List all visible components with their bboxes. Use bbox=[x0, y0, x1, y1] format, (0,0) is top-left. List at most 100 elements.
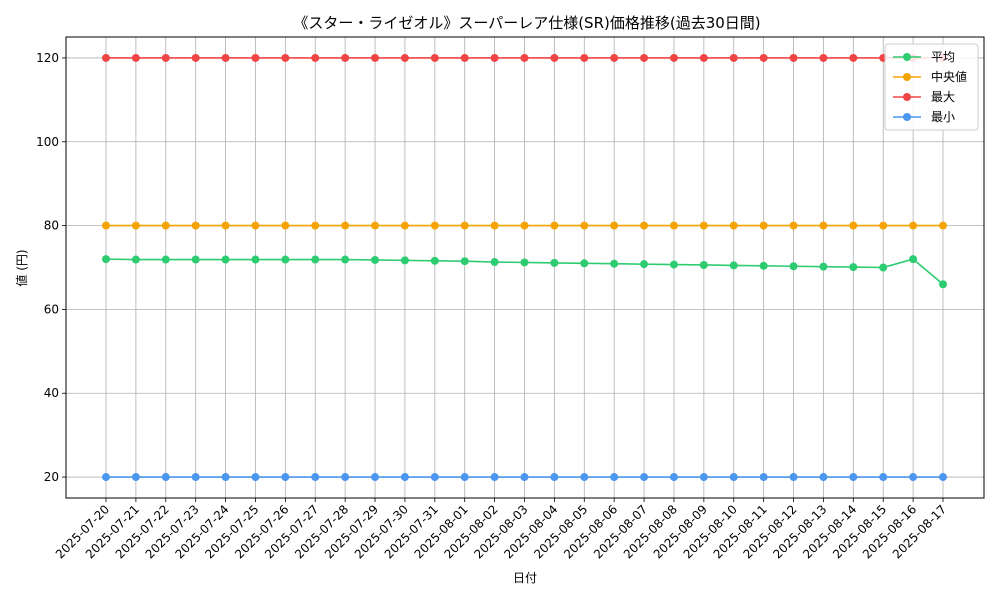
data-point bbox=[281, 255, 290, 264]
data-point bbox=[909, 473, 918, 482]
legend-swatch-marker bbox=[903, 93, 911, 101]
data-point bbox=[819, 473, 828, 482]
data-point bbox=[759, 473, 768, 482]
data-point bbox=[430, 256, 439, 265]
data-point bbox=[371, 473, 380, 482]
data-point bbox=[460, 53, 469, 62]
data-point bbox=[281, 53, 290, 62]
data-point bbox=[909, 255, 918, 264]
data-point bbox=[400, 473, 409, 482]
y-tick-label: 40 bbox=[44, 386, 59, 400]
data-point bbox=[102, 473, 110, 482]
y-tick-label: 100 bbox=[36, 135, 59, 149]
data-point bbox=[341, 53, 350, 62]
data-point bbox=[251, 53, 260, 62]
data-point bbox=[939, 473, 947, 482]
data-point bbox=[102, 221, 110, 230]
data-point bbox=[311, 221, 320, 230]
data-point bbox=[849, 221, 858, 230]
data-point bbox=[879, 473, 888, 482]
data-point bbox=[729, 261, 738, 270]
data-point bbox=[191, 53, 200, 62]
data-point bbox=[490, 473, 499, 482]
y-tick-label: 120 bbox=[36, 51, 59, 65]
data-point bbox=[400, 221, 409, 230]
data-point bbox=[669, 221, 678, 230]
data-point bbox=[699, 53, 708, 62]
data-point bbox=[729, 473, 738, 482]
data-point bbox=[490, 258, 499, 267]
data-point bbox=[251, 221, 260, 230]
data-point bbox=[311, 255, 320, 264]
data-point bbox=[699, 473, 708, 482]
y-tick-label: 20 bbox=[44, 470, 59, 484]
data-point bbox=[550, 258, 559, 267]
legend-swatch-marker bbox=[903, 113, 911, 121]
data-point bbox=[520, 53, 529, 62]
y-tick-label: 80 bbox=[44, 219, 59, 233]
data-point bbox=[819, 221, 828, 230]
data-point bbox=[460, 257, 469, 266]
data-point bbox=[580, 53, 589, 62]
data-point bbox=[610, 259, 619, 268]
data-point bbox=[400, 53, 409, 62]
data-point bbox=[131, 221, 140, 230]
data-point bbox=[221, 255, 230, 264]
data-point bbox=[610, 473, 619, 482]
data-point bbox=[789, 53, 798, 62]
data-point bbox=[640, 260, 649, 269]
data-point bbox=[520, 258, 529, 267]
data-point bbox=[580, 259, 589, 268]
data-point bbox=[789, 262, 798, 271]
data-point bbox=[669, 53, 678, 62]
data-point bbox=[460, 221, 469, 230]
legend-swatch-marker bbox=[903, 53, 911, 61]
data-point bbox=[131, 255, 140, 264]
data-point bbox=[729, 53, 738, 62]
legend-label: 平均 bbox=[931, 50, 955, 64]
data-point bbox=[550, 221, 559, 230]
data-point bbox=[490, 53, 499, 62]
data-point bbox=[221, 53, 230, 62]
data-point bbox=[191, 255, 200, 264]
data-point bbox=[819, 53, 828, 62]
data-point bbox=[102, 53, 110, 62]
data-point bbox=[669, 473, 678, 482]
data-point bbox=[789, 221, 798, 230]
data-point bbox=[520, 473, 529, 482]
data-point bbox=[849, 53, 858, 62]
data-point bbox=[909, 221, 918, 230]
plot-frame bbox=[65, 36, 985, 499]
data-point bbox=[759, 53, 768, 62]
series-0 bbox=[102, 255, 947, 289]
data-point bbox=[102, 255, 110, 264]
data-point bbox=[430, 473, 439, 482]
data-point bbox=[520, 221, 529, 230]
series-1 bbox=[102, 221, 947, 230]
data-point bbox=[341, 255, 350, 264]
legend-swatch-marker bbox=[903, 73, 911, 81]
data-point bbox=[281, 221, 290, 230]
data-point bbox=[161, 473, 170, 482]
data-point bbox=[191, 221, 200, 230]
data-point bbox=[939, 221, 947, 230]
data-point bbox=[371, 255, 380, 264]
data-point bbox=[490, 221, 499, 230]
data-point bbox=[550, 53, 559, 62]
data-point bbox=[550, 473, 559, 482]
data-point bbox=[640, 221, 649, 230]
data-point bbox=[640, 53, 649, 62]
series-2 bbox=[102, 53, 947, 62]
data-point bbox=[669, 260, 678, 269]
y-axis-label: 値 (円) bbox=[14, 249, 29, 286]
data-point bbox=[311, 53, 320, 62]
data-point bbox=[460, 473, 469, 482]
data-point bbox=[879, 221, 888, 230]
data-point bbox=[759, 221, 768, 230]
data-point bbox=[400, 256, 409, 265]
data-point bbox=[371, 53, 380, 62]
data-point bbox=[281, 473, 290, 482]
data-point bbox=[131, 473, 140, 482]
